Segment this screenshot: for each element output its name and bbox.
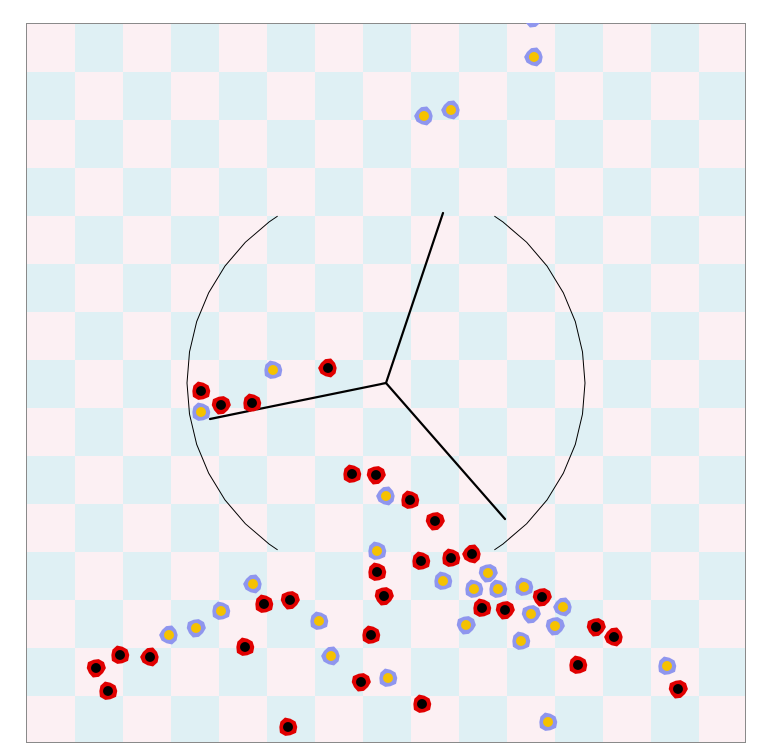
- wheel-spoke: [384, 211, 445, 385]
- blue-piece[interactable]: [376, 486, 395, 506]
- wheel-spoke: [384, 381, 507, 521]
- blue-piece[interactable]: [478, 564, 498, 583]
- blue-piece[interactable]: [310, 611, 329, 630]
- blue-piece[interactable]: [159, 625, 178, 645]
- blue-piece[interactable]: [658, 656, 677, 675]
- blue-piece[interactable]: [368, 541, 387, 560]
- red-piece[interactable]: [368, 562, 387, 581]
- blue-piece[interactable]: [186, 619, 206, 638]
- blue-piece[interactable]: [414, 106, 433, 126]
- red-piece[interactable]: [86, 659, 106, 678]
- red-piece[interactable]: [279, 717, 298, 736]
- red-piece[interactable]: [140, 647, 159, 667]
- red-piece[interactable]: [192, 381, 211, 400]
- red-piece[interactable]: [425, 512, 445, 531]
- red-piece[interactable]: [604, 627, 623, 647]
- red-piece[interactable]: [255, 594, 274, 613]
- red-piece[interactable]: [211, 396, 231, 415]
- red-piece[interactable]: [374, 587, 394, 606]
- red-piece[interactable]: [343, 464, 362, 483]
- blue-piece[interactable]: [456, 616, 476, 635]
- red-piece[interactable]: [442, 548, 461, 567]
- red-piece[interactable]: [111, 645, 130, 664]
- blue-piece[interactable]: [212, 601, 231, 620]
- red-piece[interactable]: [236, 637, 255, 656]
- red-piece[interactable]: [532, 588, 552, 607]
- wheel-spoke: [208, 381, 388, 421]
- blue-piece[interactable]: [243, 574, 262, 594]
- red-piece[interactable]: [366, 466, 386, 485]
- blue-piece[interactable]: [525, 10, 543, 28]
- red-piece[interactable]: [280, 591, 300, 610]
- red-piece[interactable]: [462, 544, 481, 564]
- red-piece[interactable]: [412, 551, 431, 570]
- wheel-rim-arc: [494, 215, 586, 551]
- blue-piece[interactable]: [524, 47, 543, 67]
- red-piece[interactable]: [413, 694, 432, 713]
- red-piece[interactable]: [99, 681, 118, 700]
- blue-piece[interactable]: [192, 402, 211, 421]
- blue-piece[interactable]: [553, 597, 572, 617]
- red-pieces-group: [86, 358, 688, 736]
- blue-piece[interactable]: [512, 631, 531, 650]
- blue-piece[interactable]: [465, 579, 484, 598]
- red-piece[interactable]: [401, 490, 420, 509]
- wheel-rim-arc: [186, 215, 278, 551]
- red-piece[interactable]: [569, 655, 588, 674]
- red-piece[interactable]: [668, 680, 688, 699]
- red-piece[interactable]: [495, 601, 515, 620]
- blue-piece[interactable]: [434, 571, 453, 590]
- red-piece[interactable]: [586, 618, 606, 637]
- blue-piece[interactable]: [521, 605, 541, 624]
- red-piece[interactable]: [318, 358, 337, 378]
- red-piece[interactable]: [243, 393, 262, 412]
- blue-piece[interactable]: [321, 646, 340, 666]
- red-piece[interactable]: [351, 673, 371, 692]
- pieces-layer: [86, 10, 688, 736]
- blue-piece[interactable]: [539, 712, 558, 731]
- red-piece[interactable]: [473, 598, 492, 617]
- blue-piece[interactable]: [441, 100, 460, 120]
- blue-piece[interactable]: [515, 577, 534, 596]
- rotating-wheel[interactable]: [186, 211, 586, 551]
- blue-piece[interactable]: [379, 668, 398, 687]
- blue-piece[interactable]: [545, 617, 565, 636]
- blue-pieces-group: [159, 10, 677, 731]
- blue-piece[interactable]: [489, 579, 508, 598]
- red-piece[interactable]: [362, 625, 381, 644]
- blue-piece[interactable]: [264, 360, 283, 379]
